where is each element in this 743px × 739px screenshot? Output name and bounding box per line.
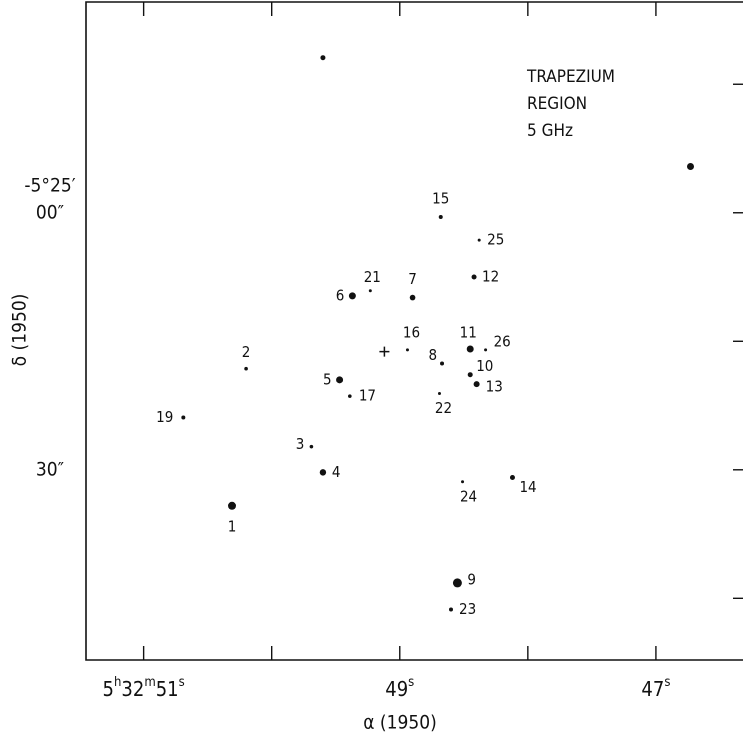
x-tick-label: 49s: [385, 675, 414, 701]
source-point: [348, 292, 356, 300]
source-point: [309, 444, 314, 449]
title-line: 5 GHz: [527, 121, 573, 141]
source-point: [348, 394, 352, 398]
source-point: [181, 415, 186, 420]
point-label: 15: [432, 190, 449, 208]
point-label: 8: [428, 346, 437, 364]
point-label: 25: [487, 231, 504, 249]
source-point: [319, 469, 327, 476]
source-point: [466, 345, 474, 353]
point-label: 12: [482, 268, 499, 286]
source-point: [477, 238, 481, 242]
point-label: 13: [486, 378, 503, 396]
source-point: [473, 381, 480, 388]
point-label: 24: [460, 487, 477, 505]
y-axis-label: δ (1950): [9, 294, 31, 367]
point-label: 10: [476, 357, 493, 375]
point-label: 17: [359, 387, 376, 405]
source-point: [336, 376, 344, 384]
point-label: 26: [494, 332, 511, 350]
point-label: 23: [459, 600, 476, 618]
source-point: [484, 348, 488, 352]
point-label: 4: [332, 463, 341, 481]
source-point: [228, 501, 236, 510]
source-point: [461, 480, 465, 484]
title-line: REGION: [527, 94, 587, 114]
source-point: [437, 392, 441, 396]
source-point: [438, 215, 443, 220]
point-label: 21: [364, 268, 381, 286]
point-label: 5: [323, 370, 332, 388]
point-label: 16: [403, 323, 420, 341]
source-point: [405, 348, 409, 352]
source-point: [509, 475, 515, 481]
y-tick-label: 00″: [36, 201, 64, 223]
point-label: 6: [336, 286, 345, 304]
source-point: [452, 578, 462, 588]
plot-frame: [85, 1, 743, 661]
source-point: [320, 55, 326, 61]
source-point: [440, 361, 445, 366]
source-point: [686, 163, 694, 170]
point-label: 9: [467, 570, 476, 588]
source-point: [467, 372, 473, 378]
x-tick-label: 5h32m51s: [103, 675, 185, 701]
x-axis-label: α (1950): [363, 712, 437, 734]
point-label: 2: [242, 343, 251, 361]
x-tick-label: 47s: [641, 675, 670, 701]
title-line: TRAPEZIUM: [526, 67, 615, 87]
y-tick-prefix: -5°25′: [24, 175, 75, 197]
source-point: [368, 289, 372, 293]
point-label: 7: [408, 270, 417, 288]
source-point: [409, 294, 416, 301]
center-cross: [379, 346, 390, 357]
point-label: 1: [228, 517, 237, 535]
source-point: [449, 607, 453, 612]
source-point: [244, 366, 248, 371]
y-tick-label: 30″: [36, 458, 64, 480]
point-label: 14: [519, 478, 536, 496]
point-label: 3: [296, 435, 305, 453]
point-label: 11: [460, 323, 477, 341]
point-label: 19: [156, 408, 173, 426]
source-point: [471, 274, 477, 280]
point-label: 22: [435, 399, 452, 417]
